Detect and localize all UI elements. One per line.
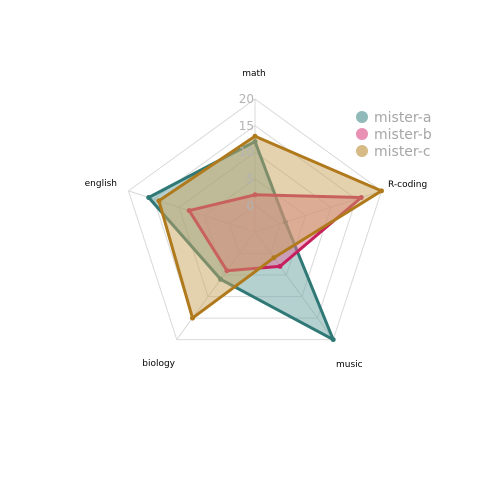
tick-label-15: 15 bbox=[239, 119, 254, 133]
axis-labels: math R-coding music biology english bbox=[85, 69, 428, 370]
tick-label-0: 0 bbox=[246, 199, 254, 213]
axis-label-music: music bbox=[336, 360, 363, 370]
tick-label-10: 10 bbox=[239, 145, 254, 159]
tick-label-20: 20 bbox=[239, 92, 254, 106]
legend-marker-mister-c bbox=[356, 145, 368, 157]
legend-marker-mister-b bbox=[356, 128, 368, 140]
series-area-mister-c bbox=[157, 134, 383, 320]
axis-label-english: english bbox=[85, 179, 117, 189]
point-mister-b-music bbox=[277, 263, 283, 269]
legend-marker-mister-a bbox=[356, 111, 368, 123]
radar-series bbox=[146, 133, 384, 343]
tick-labels: 0 5 10 15 20 bbox=[239, 92, 254, 213]
point-mister-c-english bbox=[156, 198, 162, 204]
legend: mister-a mister-b mister-c bbox=[356, 110, 432, 160]
grid-ring-20 bbox=[127, 98, 383, 341]
legend-label-mister-a: mister-a bbox=[374, 110, 431, 126]
point-mister-a-music bbox=[330, 337, 336, 343]
axis-label-biology: biology bbox=[142, 359, 175, 369]
axis-label-math: math bbox=[242, 69, 266, 79]
tick-label-5: 5 bbox=[246, 172, 254, 186]
point-mister-c-r-coding bbox=[379, 188, 384, 194]
point-mister-c-biology bbox=[190, 315, 195, 321]
point-mister-c-music bbox=[271, 255, 277, 261]
axis-label-r-coding: R-coding bbox=[388, 180, 427, 190]
point-mister-c-math bbox=[252, 133, 258, 139]
point-mister-a-english bbox=[146, 195, 152, 200]
legend-label-mister-b: mister-b bbox=[374, 127, 432, 143]
legend-label-mister-c: mister-c bbox=[374, 144, 431, 160]
